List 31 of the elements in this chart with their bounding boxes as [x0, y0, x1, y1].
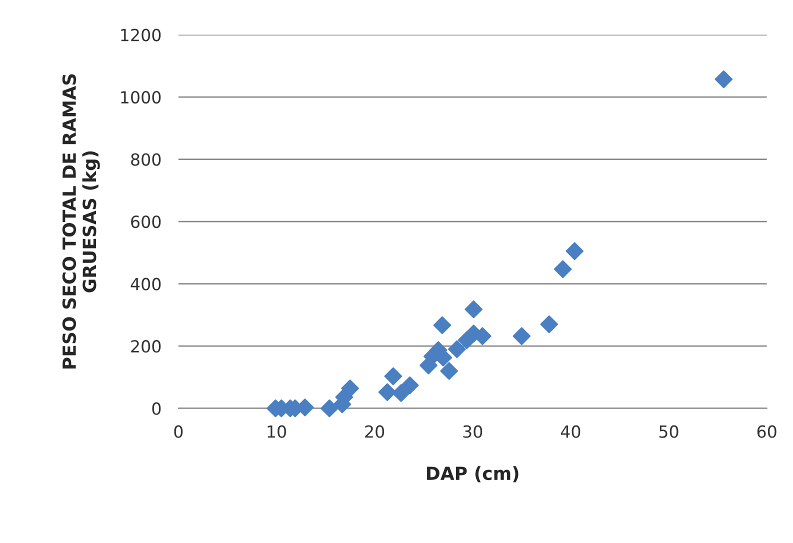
point [566, 242, 584, 260]
x-tick-label: 50 [659, 425, 678, 438]
x-tick-label: 10 [268, 425, 286, 438]
point [392, 384, 410, 402]
point [448, 340, 466, 358]
point [554, 260, 572, 278]
point [540, 315, 558, 334]
y-tick-label: 400 [130, 278, 161, 290]
point [400, 376, 419, 394]
x-tick-label: 0 [174, 425, 183, 438]
x-tick-label: 40 [560, 425, 580, 438]
y-tick-label: 1000 [121, 90, 161, 104]
y-axis-title: PESO SECO TOTAL DE RAMAS GRUESAS (kg) [62, 74, 100, 368]
point [433, 316, 452, 334]
x-tick-label: 20 [365, 425, 384, 438]
point [341, 380, 359, 398]
x-tick-label: 60 [757, 425, 776, 438]
y-tick-label: 600 [131, 216, 161, 228]
y-tick-label: 800 [131, 153, 161, 166]
y-tick-label: 200 [131, 340, 161, 353]
y-tick-label: 0 [152, 402, 161, 415]
point [320, 399, 338, 418]
y-tick-label: 1200 [121, 28, 161, 42]
point [378, 383, 396, 402]
point [464, 300, 483, 318]
point [512, 327, 531, 346]
point [714, 70, 733, 88]
point [440, 362, 458, 380]
x-tick-label: 30 [463, 425, 482, 438]
point [384, 367, 402, 386]
x-axis-title: DAP (cm) [427, 466, 518, 482]
